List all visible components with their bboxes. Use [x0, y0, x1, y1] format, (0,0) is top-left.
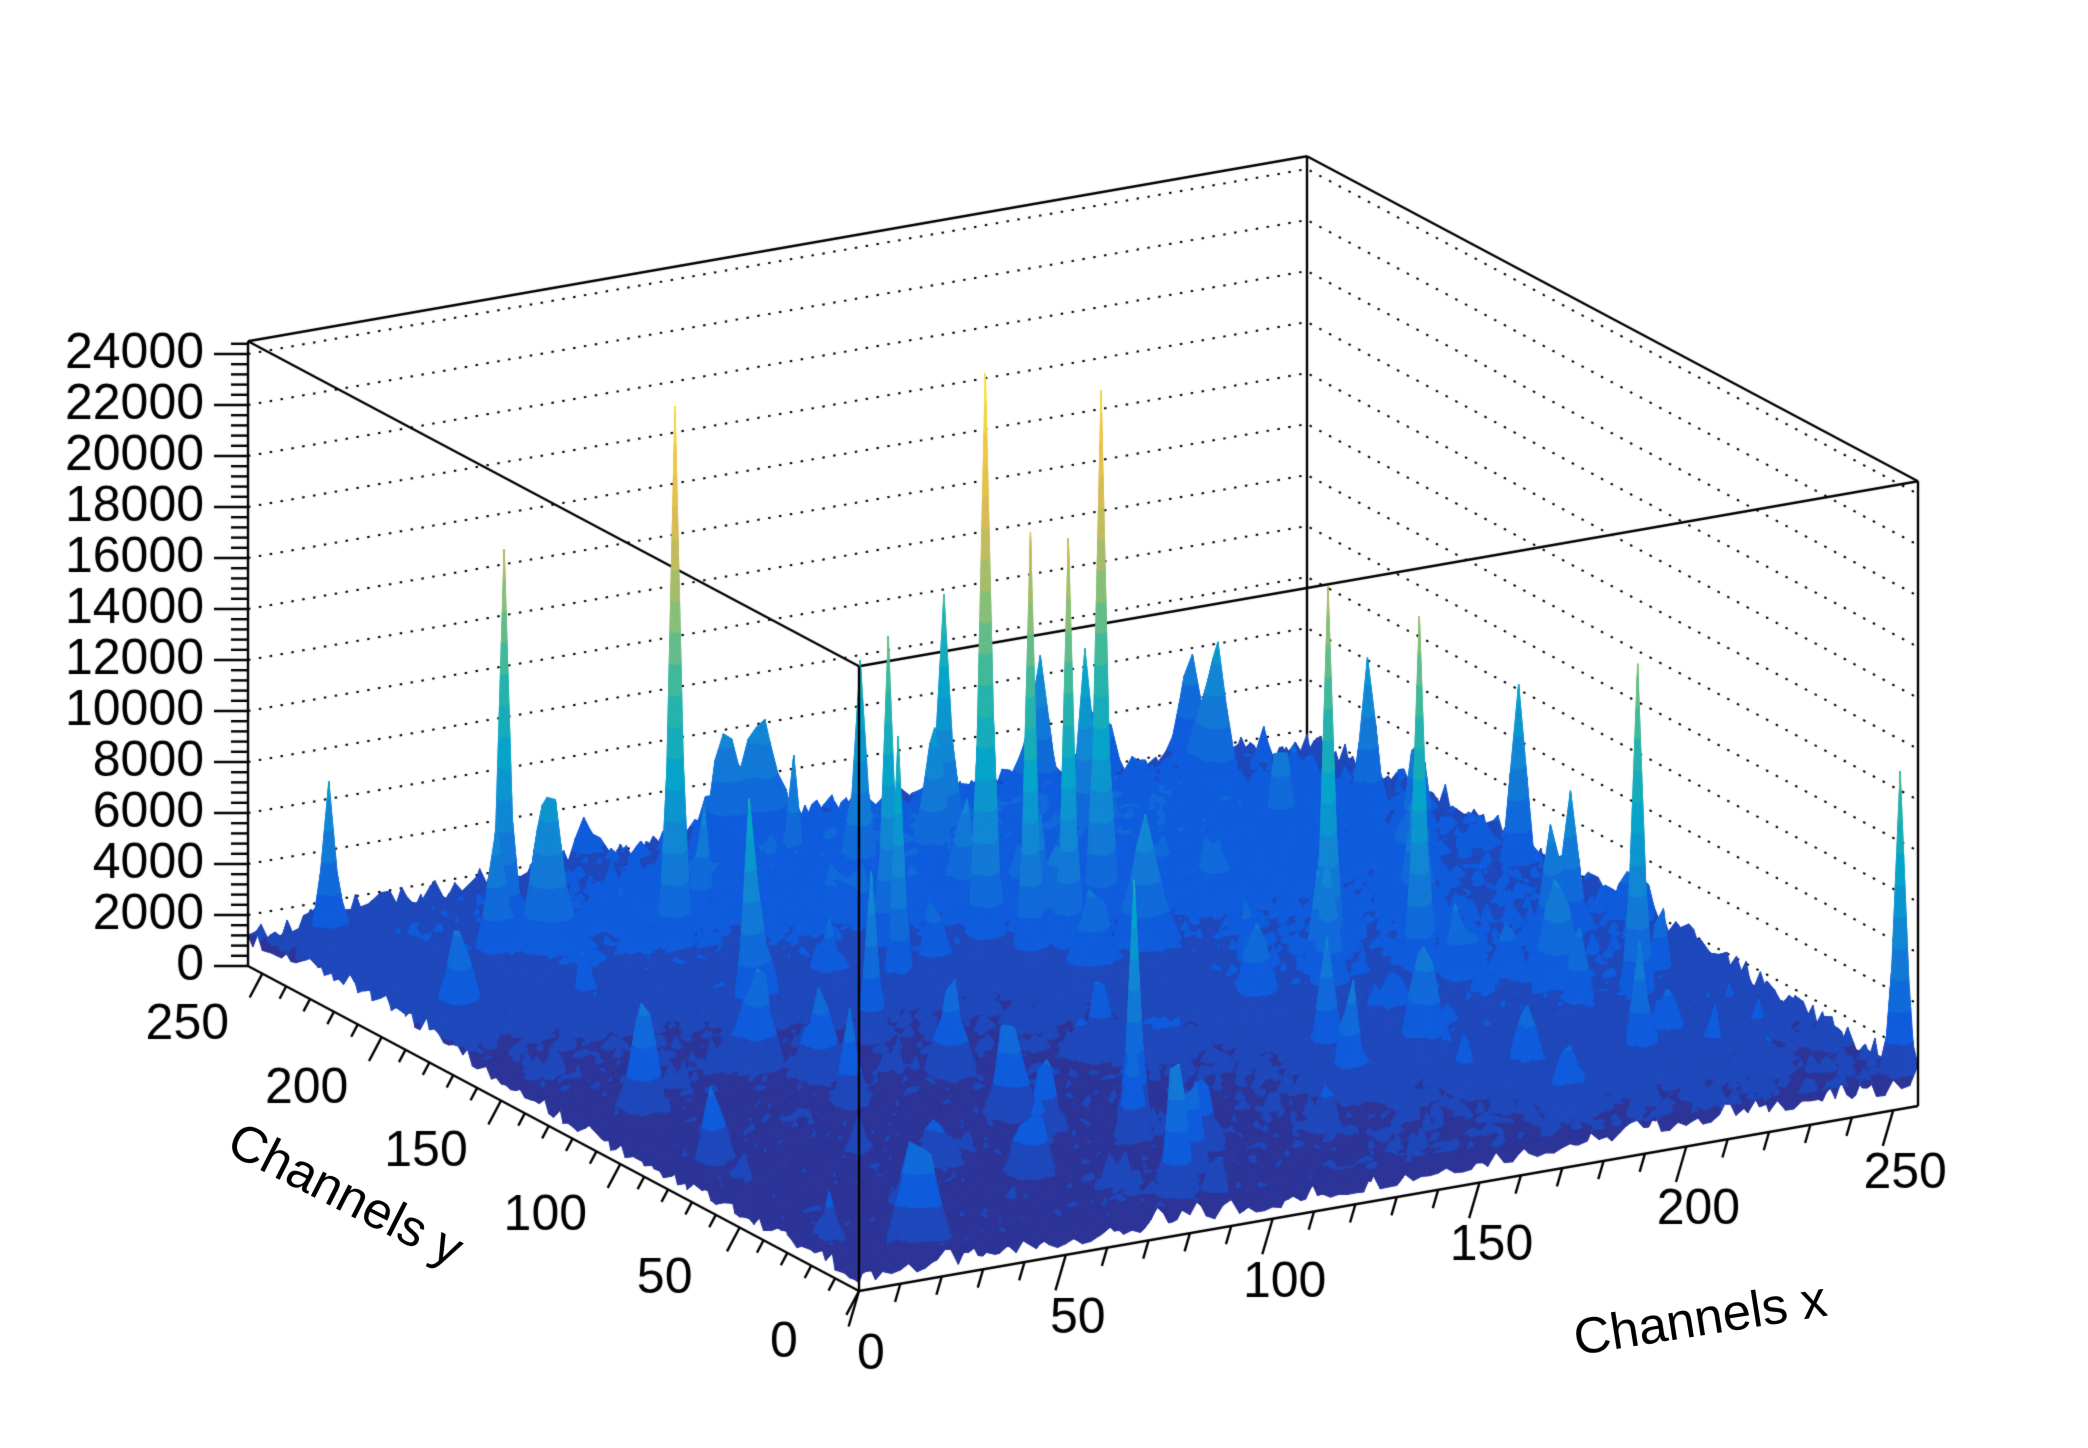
surface-plot-canvas [40, 16, 2088, 1432]
surface-histogram-figure: Channels x Channels y [40, 16, 2088, 1432]
